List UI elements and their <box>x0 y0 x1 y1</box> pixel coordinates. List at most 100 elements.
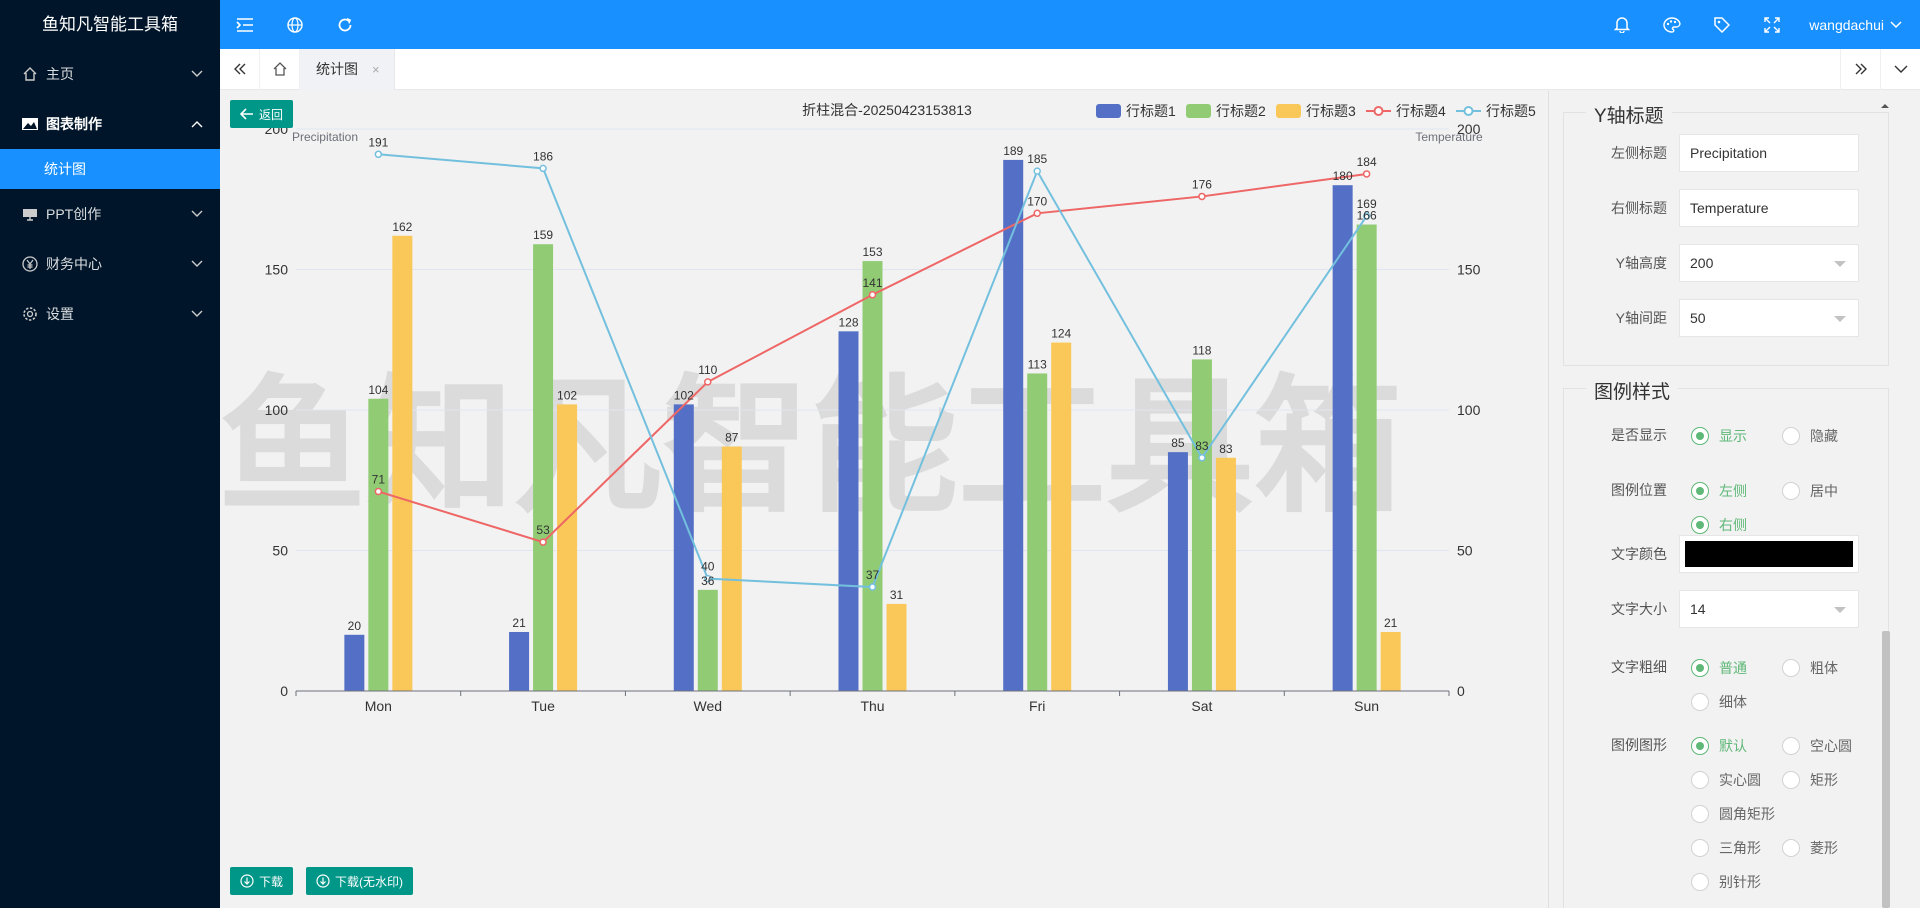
download-no-watermark-button[interactable]: 下载(无水印) <box>306 867 413 895</box>
yheight-select[interactable]: 200 <box>1679 244 1859 282</box>
legend-marker <box>1373 106 1384 116</box>
home-tab-icon[interactable] <box>260 48 300 90</box>
presentation-icon <box>20 204 40 224</box>
radio-hide[interactable]: 隐藏 <box>1782 426 1838 446</box>
chevron-down-icon <box>190 257 204 271</box>
radio-bold[interactable]: 粗体 <box>1782 658 1838 678</box>
legend-swatch <box>1096 104 1121 118</box>
radio-pin[interactable]: 别针形 <box>1691 872 1761 892</box>
line-value-label: 71 <box>372 472 386 486</box>
chart-area: 鱼知凡智能工具箱 20 21 102 128 189 85 180 104 159 36 153 11… <box>220 91 1548 908</box>
tabs-scroll-right-icon[interactable] <box>1840 48 1880 90</box>
download-icon <box>316 874 330 888</box>
caret-down-icon <box>1834 316 1846 322</box>
bar-value-label: 128 <box>838 315 858 329</box>
sidebar-item-settings[interactable]: 设置 <box>0 289 220 339</box>
bar <box>1380 631 1401 691</box>
radio-circle[interactable]: 实心圆 <box>1691 770 1761 790</box>
radio-label: 显示 <box>1719 428 1747 444</box>
tabs-scroll-left-icon[interactable] <box>220 48 260 90</box>
legend-swatch <box>1186 104 1211 118</box>
radio-rect[interactable]: 矩形 <box>1782 770 1838 790</box>
radio-normal[interactable]: 普通 <box>1691 658 1747 678</box>
line-point <box>374 150 383 159</box>
bar-value-label: 102 <box>557 388 577 402</box>
sidebar-item-chart[interactable]: 图表制作 <box>0 99 220 149</box>
bar <box>1191 359 1212 691</box>
line-value-label: 176 <box>1192 177 1212 191</box>
radio-triangle[interactable]: 三角形 <box>1691 838 1761 858</box>
text-size-select[interactable]: 14 <box>1679 590 1859 628</box>
tab-stats[interactable]: 统计图 × <box>300 48 395 90</box>
bell-icon[interactable] <box>1597 0 1647 49</box>
y-tick-right: 100 <box>1457 402 1481 418</box>
line-value-label: 110 <box>698 363 717 377</box>
radio-left[interactable]: 左侧 <box>1691 481 1747 501</box>
radio-label: 居中 <box>1810 483 1838 499</box>
radio-label: 矩形 <box>1810 772 1838 788</box>
panel-scrollbar[interactable] <box>1878 91 1892 908</box>
x-tick-label: Wed <box>694 698 723 714</box>
sidebar-item-home[interactable]: 主页 <box>0 49 220 99</box>
line-value-label: 53 <box>536 523 550 537</box>
fullscreen-icon[interactable] <box>1747 0 1797 49</box>
sidebar-subitem-stats[interactable]: 统计图 <box>0 149 220 189</box>
radio-center[interactable]: 居中 <box>1782 481 1838 501</box>
globe-icon[interactable] <box>270 0 320 49</box>
line-value-label: 40 <box>701 560 715 574</box>
radio-default[interactable]: 默认 <box>1691 736 1747 756</box>
left-title-input[interactable]: Precipitation <box>1679 134 1859 172</box>
bar-value-label: 104 <box>368 383 388 397</box>
radio-empty-circle[interactable]: 空心圆 <box>1782 736 1852 756</box>
radio-label: 三角形 <box>1719 840 1761 856</box>
legend-label: 行标题3 <box>1306 103 1356 119</box>
yinterval-select[interactable]: 50 <box>1679 299 1859 337</box>
radio-round-rect[interactable]: 圆角矩形 <box>1691 804 1775 824</box>
menu-fold-icon[interactable] <box>220 0 270 49</box>
close-icon[interactable]: × <box>372 61 380 77</box>
settings-panel: Y轴标题 左侧标题 Precipitation 右侧标题 Temperature… <box>1548 91 1920 908</box>
top-header: wangdachui <box>220 0 1920 49</box>
line-point <box>374 487 383 496</box>
brand-title: 鱼知凡智能工具箱 <box>42 15 178 34</box>
text-size-label: 文字大小 <box>1611 601 1667 617</box>
bar-value-label: 113 <box>1028 357 1047 371</box>
tabs-dropdown-icon[interactable] <box>1880 48 1920 90</box>
y-tick-left: 150 <box>265 262 289 278</box>
bar-value-label: 153 <box>862 245 882 259</box>
bar <box>697 589 718 691</box>
sidebar-item-ppt[interactable]: PPT创作 <box>0 189 220 239</box>
chevron-down-icon <box>190 207 204 221</box>
line-point <box>1198 192 1206 201</box>
user-menu[interactable]: wangdachui <box>1797 17 1920 33</box>
radio-right[interactable]: 右侧 <box>1691 515 1747 535</box>
radio-light[interactable]: 细体 <box>1691 692 1747 712</box>
radio-diamond[interactable]: 菱形 <box>1782 838 1838 858</box>
text-color-picker[interactable] <box>1679 535 1859 573</box>
radio-label: 默认 <box>1719 738 1747 754</box>
chevron-down-icon <box>190 307 204 321</box>
line-value-label: 191 <box>368 135 388 149</box>
palette-icon[interactable] <box>1647 0 1697 49</box>
line-value-label: 169 <box>1357 197 1377 211</box>
radio-show[interactable]: 显示 <box>1691 426 1747 446</box>
legend-label: 行标题1 <box>1126 103 1176 119</box>
right-title-input[interactable]: Temperature <box>1679 189 1859 227</box>
back-button[interactable]: 返回 <box>230 100 294 128</box>
x-tick-label: Mon <box>365 698 392 714</box>
download-button[interactable]: 下载 <box>230 867 294 895</box>
sidebar-item-label: 设置 <box>46 306 74 322</box>
sidebar-item-label: PPT创作 <box>46 206 102 222</box>
sidebar-item-label: 财务中心 <box>46 256 102 272</box>
sidebar: 鱼知凡智能工具箱 主页 图表制作 统计图 PPT创作 财务中心 设 <box>0 0 220 908</box>
username: wangdachui <box>1809 16 1884 33</box>
chevron-up-icon <box>190 117 204 131</box>
refresh-icon[interactable] <box>320 0 370 49</box>
chevron-down-icon <box>1890 20 1902 28</box>
right-title-value: Temperature <box>1690 200 1769 216</box>
caret-down-icon <box>1834 261 1846 267</box>
tag-icon[interactable] <box>1697 0 1747 49</box>
sidebar-item-finance[interactable]: 财务中心 <box>0 239 220 289</box>
position-label: 图例位置 <box>1611 482 1667 498</box>
line-point <box>704 378 712 386</box>
